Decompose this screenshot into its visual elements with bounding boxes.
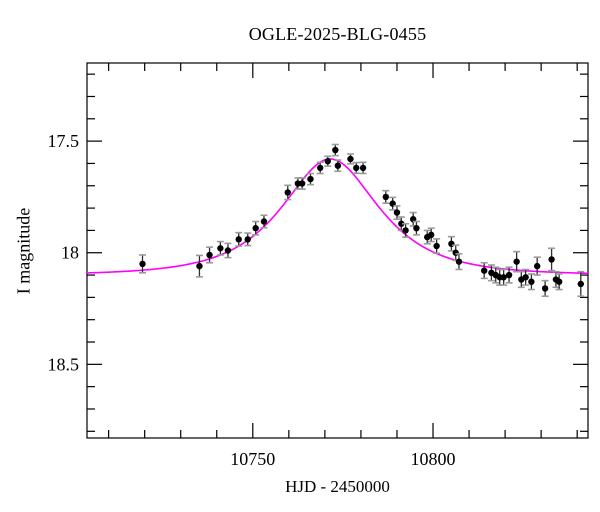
data-point [505,271,513,279]
data-point [382,193,389,201]
data-point [316,164,324,172]
data-point [448,240,455,248]
data-point [284,189,291,196]
data-point [224,247,232,254]
data-point [359,164,367,172]
data-point [206,251,213,259]
data-point [413,224,420,232]
data-point [577,280,584,288]
data-point [398,220,405,227]
x-tick-label: 10800 [411,449,456,469]
data-point [533,262,541,270]
data-point [307,175,314,183]
data-point [252,224,259,232]
x-tick-label: 10750 [230,449,275,469]
data-point [455,258,463,265]
data-point [541,285,549,292]
data-point [347,155,354,163]
data-point [244,236,251,243]
data-point [324,158,331,165]
y-tick-label: 17.5 [48,131,80,151]
data-point [139,260,146,268]
data-point [555,278,563,285]
data-point [513,258,520,265]
data-point [428,231,435,239]
y-tick-label: 18.5 [48,354,80,374]
data-point [334,162,342,169]
data-point [480,267,488,274]
model-curve [86,158,589,275]
data-point [500,274,507,281]
data-point [235,236,242,243]
data-point [393,209,401,216]
data-point [528,278,535,285]
data-point [522,274,529,281]
axis-frame [86,62,589,439]
data-point [260,218,268,225]
data-point [298,180,306,187]
data-point [402,227,409,234]
data-point [452,249,459,256]
data-point [332,146,339,154]
data-point [433,242,440,250]
chart-title: OGLE-2025-BLG-0455 [248,24,427,44]
x-axis-label: HJD - 2450000 [285,477,390,496]
data-points-group [139,143,585,298]
data-point [217,245,224,252]
data-point [196,262,203,270]
data-point [548,256,555,263]
data-point [353,164,360,172]
y-tick-label: 18 [61,243,79,263]
